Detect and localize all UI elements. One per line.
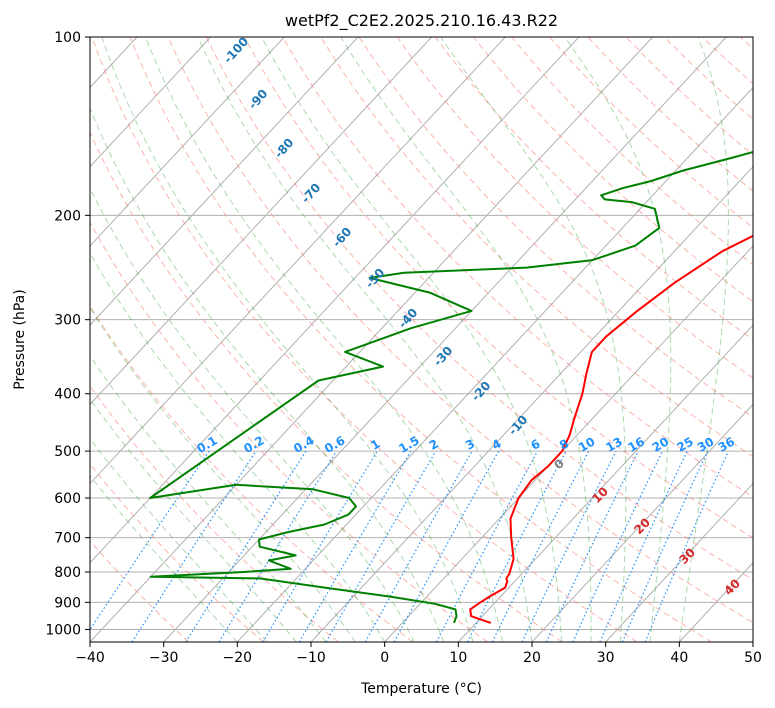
y-tick-label: 900 — [54, 595, 81, 611]
isotherm-line — [90, 37, 285, 247]
y-tick-label: 100 — [54, 30, 81, 46]
x-tick-label: 30 — [597, 650, 615, 666]
isotherm-line — [90, 37, 359, 326]
moist-adiabat — [90, 355, 327, 642]
isotherm-line — [90, 37, 433, 406]
dry-adiabat — [282, 37, 753, 498]
isotherm-line — [90, 37, 580, 564]
dry-adiabat — [167, 37, 753, 624]
moist-adiabat — [197, 37, 533, 642]
isotherm-line — [90, 37, 654, 642]
mixing-ratio-lines — [90, 450, 729, 642]
plot-frame — [89, 36, 754, 643]
mixing-ratio-line — [131, 450, 257, 642]
y-axis-ticks: 100 200 300 400 500 600 700 800 900 1000 — [45, 30, 90, 638]
mixing-ratio-line — [185, 450, 307, 642]
isotherm-line — [605, 482, 753, 642]
y-tick-label: 500 — [54, 444, 81, 460]
isotherm-line — [531, 403, 753, 642]
y-tick-label: 400 — [54, 387, 81, 403]
isobar-gridlines — [90, 37, 753, 630]
dry-adiabat — [396, 37, 753, 379]
x-axis-label: Temperature (°C) — [360, 681, 482, 697]
moist-adiabat — [340, 37, 592, 642]
mixing-ratio-line — [521, 450, 617, 642]
x-tick-label: 20 — [523, 650, 541, 666]
y-tick-label: 300 — [54, 313, 81, 329]
mixing-ratio-line — [644, 450, 729, 642]
mixing-ratio-line — [491, 450, 590, 642]
dry-adiabat — [90, 463, 264, 642]
isotherm-line — [310, 165, 753, 642]
dry-adiabat — [244, 37, 753, 539]
x-axis-ticks: −40 −30 −20 −10 0 10 20 30 40 50 — [75, 642, 762, 666]
isotherm-line — [457, 324, 753, 642]
y-tick-label: 200 — [54, 208, 81, 224]
moist-adiabat — [261, 37, 562, 642]
y-tick-label: 600 — [54, 491, 81, 507]
dry-adiabat — [90, 221, 488, 642]
x-tick-label: 40 — [670, 650, 688, 666]
dry-adiabat — [473, 37, 753, 303]
moist-adiabat — [440, 37, 627, 642]
mixing-ratio-line — [621, 450, 709, 642]
isotherm-line — [90, 37, 212, 168]
y-tick-label: 800 — [54, 565, 81, 581]
isotherm-line — [163, 37, 727, 642]
dry-adiabat — [129, 37, 712, 642]
dry-adiabat — [91, 37, 638, 642]
y-axis-label: Pressure (hPa) — [12, 289, 28, 389]
moist-adiabat — [90, 106, 445, 642]
temperature-curve — [469, 234, 753, 624]
x-tick-label: 0 — [380, 650, 389, 666]
moist-adiabat — [90, 398, 297, 642]
dry-adiabat — [205, 37, 753, 581]
isotherm-line — [90, 37, 506, 485]
moist-adiabat — [145, 37, 503, 642]
y-tick-label: 700 — [54, 531, 81, 547]
moist-adiabat — [564, 37, 672, 642]
x-tick-label: 50 — [744, 650, 762, 666]
chart-title: wetPf2_C2E2.2025.210.16.43.R22 — [285, 11, 558, 31]
x-tick-label: −40 — [75, 650, 105, 666]
x-tick-label: −30 — [149, 650, 179, 666]
skewed-isotherm-gridlines — [90, 37, 753, 642]
x-tick-label: −20 — [223, 650, 253, 666]
dry-adiabat — [90, 540, 190, 642]
dewpoint-curve — [149, 150, 753, 624]
mixing-ratio-line — [218, 450, 338, 642]
x-tick-label: 10 — [449, 650, 467, 666]
mixing-ratio-line — [435, 450, 539, 642]
mixing-ratio-line — [364, 450, 473, 642]
moist-adiabat — [678, 37, 729, 642]
x-tick-label: −10 — [296, 650, 326, 666]
sounding-curves — [149, 150, 753, 624]
isotherm-line — [384, 245, 753, 642]
moist-adiabat — [90, 187, 415, 642]
y-tick-label: 1000 — [45, 622, 81, 638]
mixing-ratio-line — [393, 450, 500, 642]
moist-adiabat — [101, 37, 474, 642]
dry-adiabat — [90, 131, 563, 642]
isotherm-line — [236, 86, 753, 642]
